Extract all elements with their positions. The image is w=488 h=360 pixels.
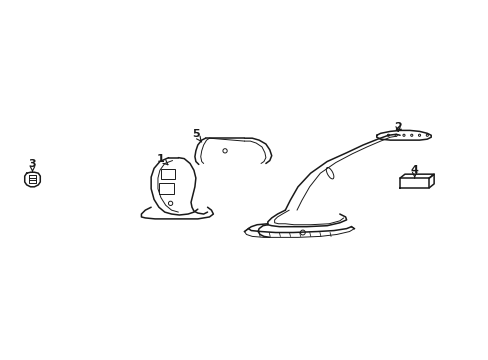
Bar [161, 169, 175, 179]
Text: 2: 2 [393, 122, 401, 132]
Text: 3: 3 [29, 159, 36, 172]
Text: 1: 1 [157, 154, 167, 165]
Bar [159, 183, 174, 194]
Text: 4: 4 [410, 165, 418, 178]
Text: 5: 5 [192, 129, 201, 142]
